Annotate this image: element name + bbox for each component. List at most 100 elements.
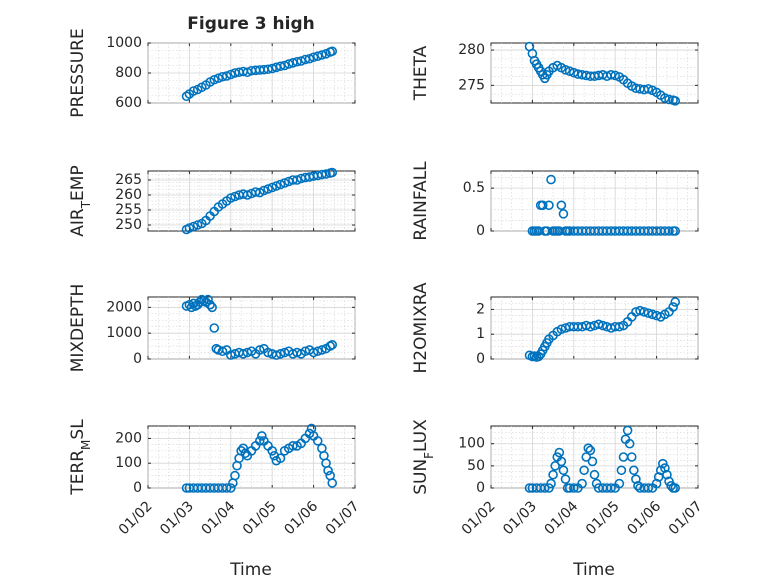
y-tick-label: 1000 [106,325,142,341]
y-axis-label: THETA [411,45,431,101]
data-point [624,438,635,449]
data-point [308,347,319,358]
data-point [540,483,550,493]
data-point [213,73,224,84]
data-point [271,350,282,360]
data-point [524,483,535,493]
data-point [670,226,681,236]
y-axis-label: RAINFALL [411,161,431,241]
data-point [583,443,594,453]
data-point [658,458,668,469]
data-point [300,54,311,65]
data-point [544,483,554,493]
data-point [593,319,604,330]
data-point [664,94,674,105]
data-point [312,51,323,62]
data-point [587,456,598,467]
data-point [181,483,192,493]
x-tick-label: 01/07 [323,498,363,538]
data-point [660,463,670,473]
data-point [550,461,560,471]
data-point [585,321,596,332]
x-tick-label: 01/02 [116,498,156,538]
data-point [670,96,681,106]
y-axis-label: PRESSURE [68,28,88,117]
y-tick-label: 200 [115,430,142,446]
y-tick-label: 100 [115,455,142,471]
x-tick-label: 01/05 [583,498,623,538]
subplot-terr-msl: 01/02 01/03 01/04 01/05 01/06 01/07 0 100 200 TER… [68,419,363,538]
data-point [558,209,569,219]
data-point [308,52,319,63]
data-point [629,465,639,476]
data-point [653,472,664,482]
data-point [556,200,567,211]
data-point [670,297,681,307]
y-tick-label: 280 [458,42,485,58]
data-point [614,321,625,332]
y-tick-label: 0.5 [463,180,485,196]
data-point [207,302,217,313]
x-tick-label: 01/04 [542,498,582,538]
data-point [263,347,273,358]
data-point [647,309,658,320]
data-point [267,445,278,456]
data-point [560,65,571,75]
figure-title: Figure 3 high [187,14,315,34]
data-point [238,349,249,359]
data-point [327,167,338,178]
data-point [205,299,215,310]
data-point [275,349,286,359]
data-point [209,74,220,85]
data-point [643,483,654,493]
data-point [221,71,232,81]
data-point [327,478,338,488]
data-point [664,226,674,236]
data-point [616,465,627,476]
y-tick-label: 260 [115,187,142,203]
data-point [275,179,286,190]
y-axis-label: H2OMIXRA [411,282,431,373]
y-axis-label: AIRTEMP [68,165,93,236]
y-tick-label: 100 [458,436,485,452]
data-point [226,193,236,203]
data-point [662,469,672,480]
data-point [564,66,575,77]
data-point [188,221,199,232]
data-point [610,70,621,81]
y-tick-label: 2000 [106,299,142,315]
x-tick-label: 01/06 [281,498,321,538]
y-tick-label: 2 [476,301,485,317]
data-point [554,447,565,458]
data-point [585,445,596,456]
data-point [556,456,567,467]
data-point [614,478,625,489]
data-point [267,63,278,74]
y-tick-label: 800 [115,65,142,81]
y-tick-label: 1 [476,326,485,342]
data-point [664,476,674,487]
data-point [188,298,199,309]
subplot-sun-flux: 01/02 01/03 01/04 01/05 01/06 01/07 0 50 100 SUNF… [411,419,706,538]
data-point [622,425,633,436]
data-point [597,320,608,331]
data-point [668,302,678,312]
data-point [263,184,273,194]
data-point [304,53,315,64]
data-point [626,452,637,462]
data-point [192,220,203,230]
subplot-h2omixra: 0 1 2 H2OMIXRA [411,282,699,374]
data-point [296,56,306,66]
y-tick-label: 0 [476,223,485,239]
data-point [643,84,654,94]
y-tick-label: 0 [133,351,142,367]
data-point [631,474,641,484]
data-point [240,448,251,459]
data-point [606,483,616,493]
data-point [635,305,645,316]
data-point [259,185,269,196]
data-point [257,431,267,441]
y-tick-label: 50 [467,458,485,474]
